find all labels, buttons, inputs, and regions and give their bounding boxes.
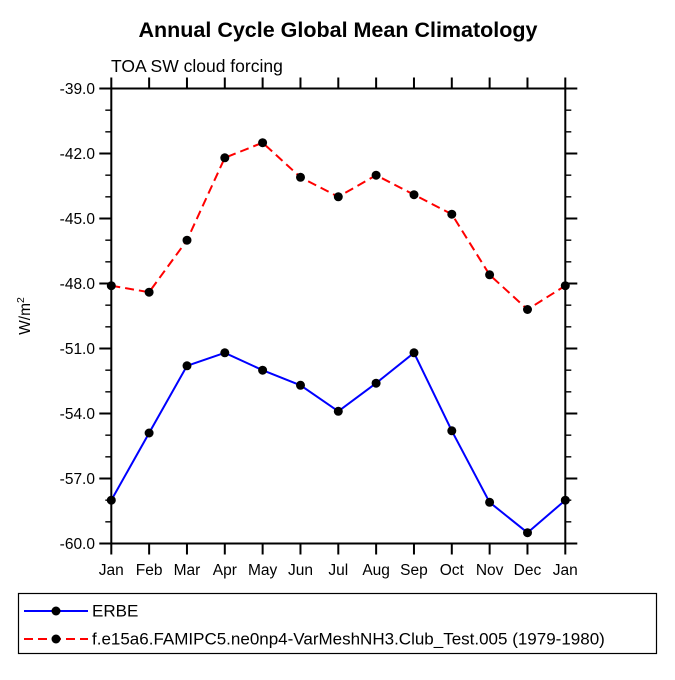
data-point-marker-model	[258, 138, 268, 148]
data-point-marker-model	[144, 287, 154, 297]
y-axis-tick-label: -45.0	[60, 211, 96, 228]
data-point-marker-model	[371, 170, 381, 180]
data-point-marker-erbe	[258, 365, 268, 375]
data-point-marker-model	[447, 209, 457, 219]
legend-box	[17, 592, 658, 655]
legend: ERBE f.e15a6.FAMIPC5.ne0np4-VarMeshNH3.C…	[17, 592, 658, 655]
data-point-marker-model	[296, 172, 305, 182]
y-axis-tick-label: -60.0	[60, 536, 96, 553]
data-point-marker-erbe	[371, 378, 381, 388]
data-point-marker-erbe	[560, 495, 570, 505]
data-point-marker-erbe	[409, 348, 419, 358]
x-axis-month-label: Sep	[400, 562, 428, 579]
y-axis-title-base: W/m	[17, 303, 34, 335]
data-point-marker-model	[485, 270, 495, 280]
x-axis-month-label: Mar	[174, 562, 201, 579]
data-point-marker-erbe	[523, 528, 532, 538]
legend-erbe-marker-icon	[51, 606, 61, 616]
y-axis-tick-label: -48.0	[60, 276, 96, 293]
x-axis-month-label: Nov	[476, 562, 504, 579]
y-axis-tick-label: -42.0	[60, 146, 96, 163]
y-axis-title-superscript: 2	[15, 297, 27, 303]
data-point-marker-erbe	[106, 495, 116, 505]
axis-tick-labels: Jan Feb Mar Apr May Jun Jul Aug Sep Oct Nov Dec Jan-…	[60, 81, 578, 579]
data-point-marker-erbe	[333, 406, 343, 416]
x-axis-month-label: Jan	[553, 562, 578, 579]
x-axis-month-label: Feb	[136, 562, 163, 579]
data-point-marker-model	[182, 235, 192, 245]
x-axis-month-label: May	[248, 562, 278, 579]
series-line-erbe	[110, 351, 566, 534]
data-point-marker-model	[333, 192, 343, 202]
data-point-marker-erbe	[220, 348, 230, 358]
data-point-marker-erbe	[447, 426, 457, 436]
data-point-marker-model	[560, 281, 570, 291]
plot-frame	[110, 87, 567, 545]
x-axis-month-label: Jan	[99, 562, 124, 579]
chart-title: Annual Cycle Global Mean Climatology	[138, 18, 537, 42]
x-axis-month-label: Jul	[328, 562, 348, 579]
legend-model-label: f.e15a6.FAMIPC5.ne0np4-VarMeshNH3.Club_T…	[92, 630, 605, 649]
legend-erbe-label: ERBE	[92, 602, 138, 621]
x-axis-month-label: Aug	[362, 562, 390, 579]
y-axis-tick-label: -54.0	[60, 406, 96, 423]
x-axis-month-label: Oct	[440, 562, 465, 579]
data-point-marker-erbe	[144, 428, 154, 438]
data-point-marker-erbe	[296, 380, 305, 390]
data-point-marker-erbe	[182, 361, 192, 371]
x-axis-month-label: Dec	[514, 562, 542, 579]
axis-ticks	[99, 77, 578, 555]
chart-subtitle: TOA SW cloud forcing	[111, 56, 283, 76]
x-axis-month-label: Apr	[213, 562, 237, 579]
data-point-marker-model	[220, 153, 230, 163]
x-axis-month-label: Jun	[288, 562, 313, 579]
data-point-marker-erbe	[485, 497, 495, 507]
data-point-marker-model	[409, 190, 419, 200]
data-point-marker-model	[523, 305, 532, 314]
data-series	[106, 138, 570, 538]
y-axis-tick-label: -51.0	[60, 341, 96, 358]
data-point-marker-model	[106, 281, 116, 291]
y-axis-title: W/m2	[15, 297, 34, 335]
legend-item-model: f.e15a6.FAMIPC5.ne0np4-VarMeshNH3.Club_T…	[24, 630, 605, 649]
legend-model-marker-icon	[51, 634, 61, 644]
y-axis-tick-label: -57.0	[60, 471, 96, 488]
legend-item-erbe: ERBE	[24, 602, 138, 621]
series-line-model	[111, 141, 566, 311]
y-axis-tick-label: -39.0	[60, 81, 96, 98]
